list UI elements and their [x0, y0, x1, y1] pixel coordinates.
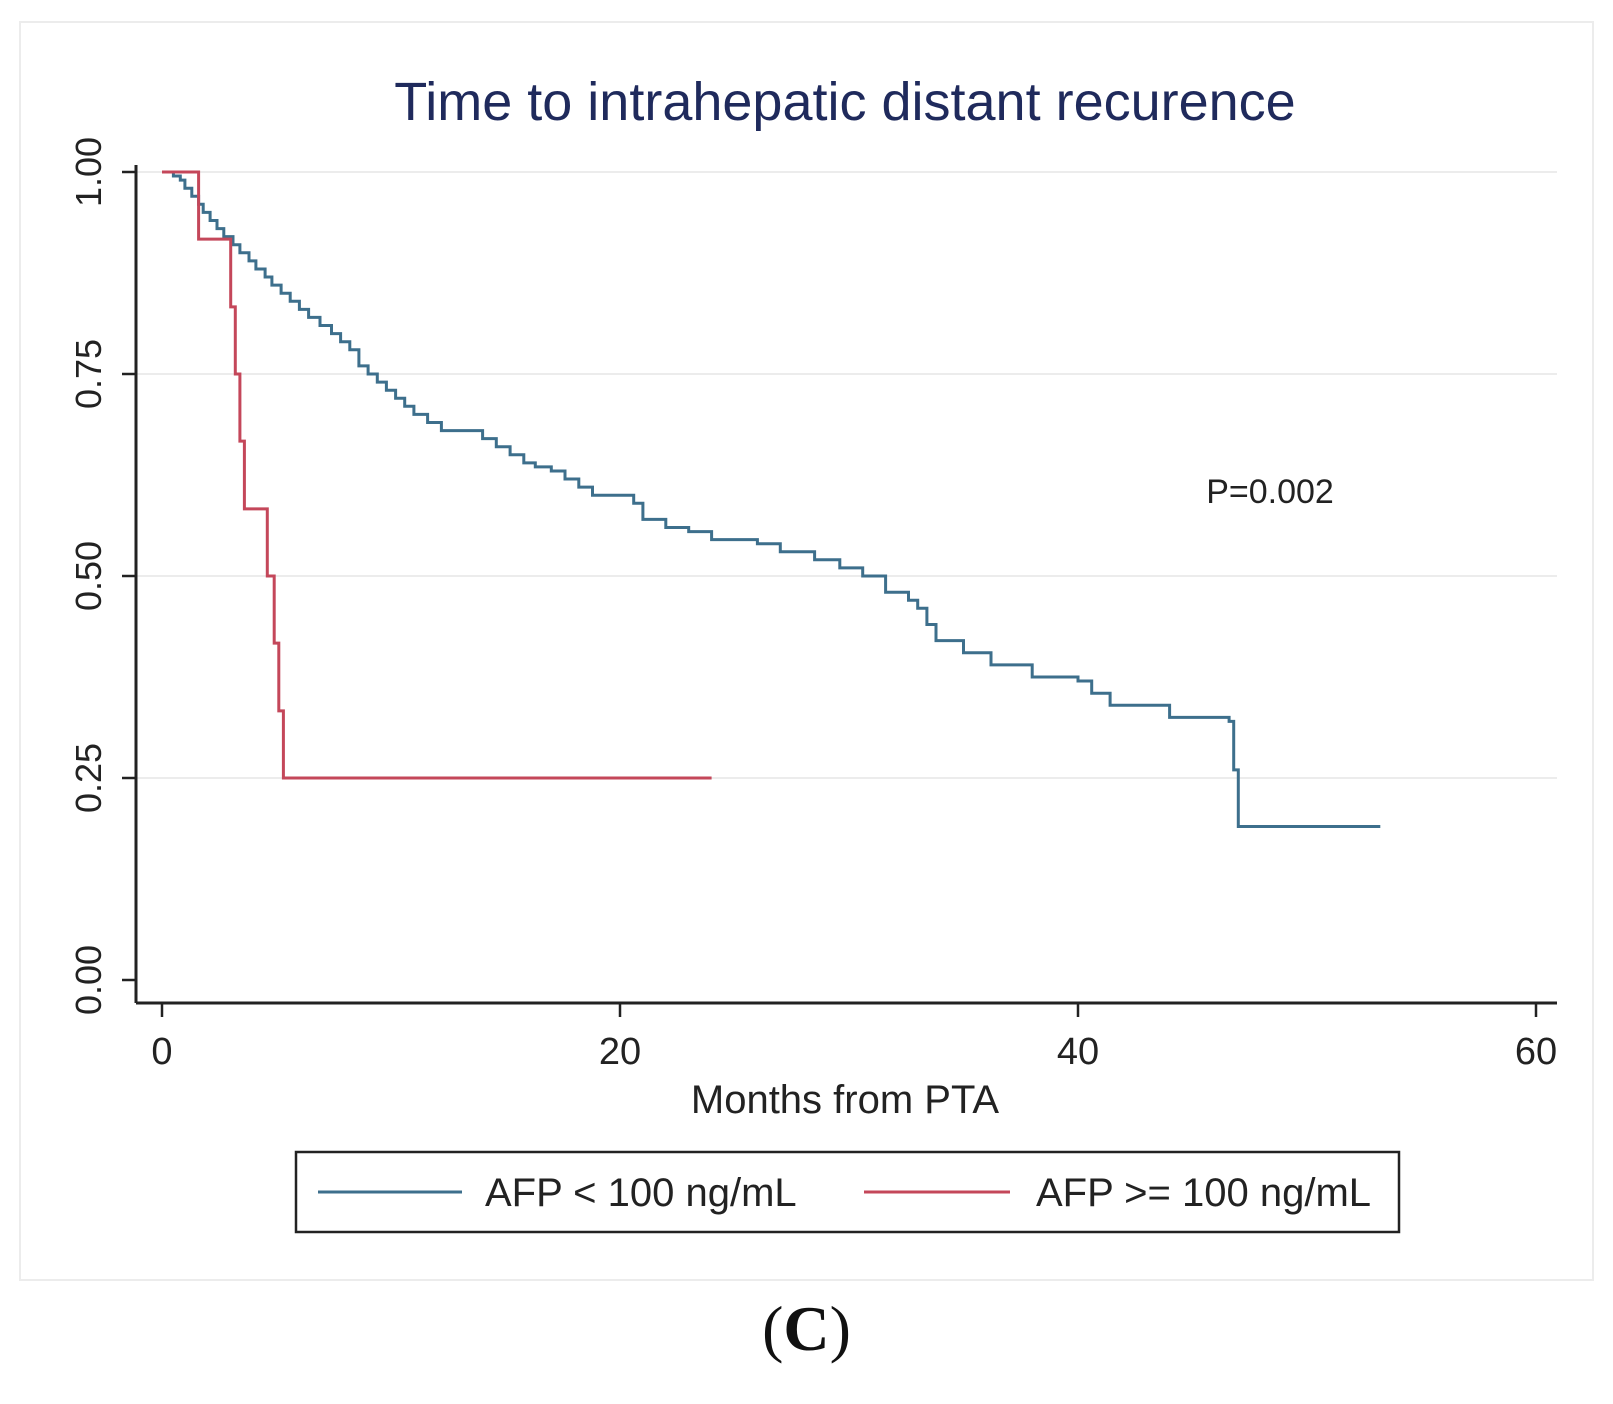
- legend-box: [294, 1150, 1401, 1234]
- series-line-0: [162, 170, 1381, 828]
- x-tick-label-2: 40: [1057, 1031, 1099, 1073]
- axes: [134, 165, 1557, 1005]
- y-tick-label-4: 1.00: [68, 137, 109, 207]
- legend-label-afp-low: AFP < 100 ng/mL: [485, 1171, 797, 1215]
- y-tick-label-3: 0.75: [68, 339, 109, 409]
- legend-label-afp-high: AFP >= 100 ng/mL: [1036, 1171, 1371, 1215]
- plot-frame: [19, 21, 1594, 1281]
- x-tick-label-0: 0: [151, 1031, 172, 1073]
- panel-label: (C): [762, 1293, 851, 1364]
- legend: AFP < 100 ng/mL AFP >= 100 ng/mL: [294, 1150, 1401, 1234]
- x-ticks: 0 20 40 60: [151, 1003, 1557, 1073]
- p-value-annotation: P=0.002: [1206, 473, 1334, 511]
- y-tick-label-1: 0.25: [68, 743, 109, 813]
- x-tick-label-1: 20: [599, 1031, 641, 1073]
- x-tick-label-3: 60: [1515, 1031, 1557, 1073]
- series-lines: [162, 170, 1381, 828]
- x-axis-label: Months from PTA: [691, 1078, 1000, 1122]
- y-tick-label-2: 0.50: [68, 541, 109, 611]
- series-line-1: [162, 170, 712, 780]
- panel-label-letter: C: [783, 1293, 830, 1364]
- y-ticks: 0.00 0.25 0.50 0.75 1.00: [68, 137, 136, 1015]
- y-tick-label-0: 0.00: [68, 945, 109, 1015]
- chart-title: Time to intrahepatic distant recurence: [394, 72, 1295, 132]
